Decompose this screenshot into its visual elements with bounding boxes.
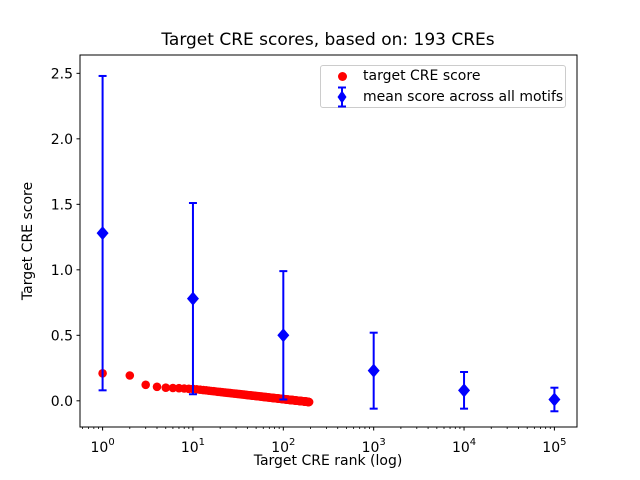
y-tick-label: 1.5 [51,197,73,213]
legend-item-mean-score: mean score across all motifs [321,86,565,108]
blue-diamond-errorbar-icon [321,86,363,108]
mean-score-diamond [277,328,290,343]
x-axis: 100 101 102 103 104 105 [82,427,567,456]
target-cre-point [141,380,150,390]
mean-score-diamond [367,363,380,378]
mean-score-diamond [548,392,561,407]
y-tick-label: 0.0 [51,394,73,410]
x-tick-label: 101 [181,437,205,456]
y-axis: 0.0 0.5 1.0 1.5 2.0 2.5 [51,66,80,410]
legend: target CRE score mean score across all m… [320,65,566,108]
target-cre-point [168,383,178,393]
axes-frame [79,54,578,428]
x-tick-label: 102 [271,437,295,456]
legend-label: mean score across all motifs [363,88,564,105]
chart-title: Target CRE scores, based on: 193 CREs [160,30,494,50]
target-cre-point [161,383,171,393]
x-tick-label: 105 [542,437,566,456]
legend-item-target-cre-score: target CRE score [321,66,565,86]
mean-score-diamond [186,291,199,306]
mean-score-diamond [458,383,471,398]
x-tick-label: 104 [452,437,476,456]
legend-label: target CRE score [363,68,481,85]
y-tick-label: 2.0 [51,132,73,148]
y-tick-label: 0.5 [51,328,73,344]
red-circle-icon [321,71,363,81]
x-axis-label: Target CRE rank (log) [253,453,403,469]
target-cre-point [304,397,314,407]
red-scatter-series [98,369,314,407]
blue-errorbar-series [96,74,561,413]
x-tick-label: 100 [90,437,114,456]
mean-score-diamond [96,226,109,241]
y-axis-label: Target CRE score [20,182,36,301]
y-tick-label: 2.5 [51,66,73,82]
target-cre-point [152,382,162,392]
x-tick-label: 103 [362,437,386,456]
plot-area: 0.0 0.5 1.0 1.5 2.0 2.5 100 101 102 103 104 105 [51,54,578,456]
target-cre-point [125,371,135,380]
y-tick-label: 1.0 [51,263,73,279]
